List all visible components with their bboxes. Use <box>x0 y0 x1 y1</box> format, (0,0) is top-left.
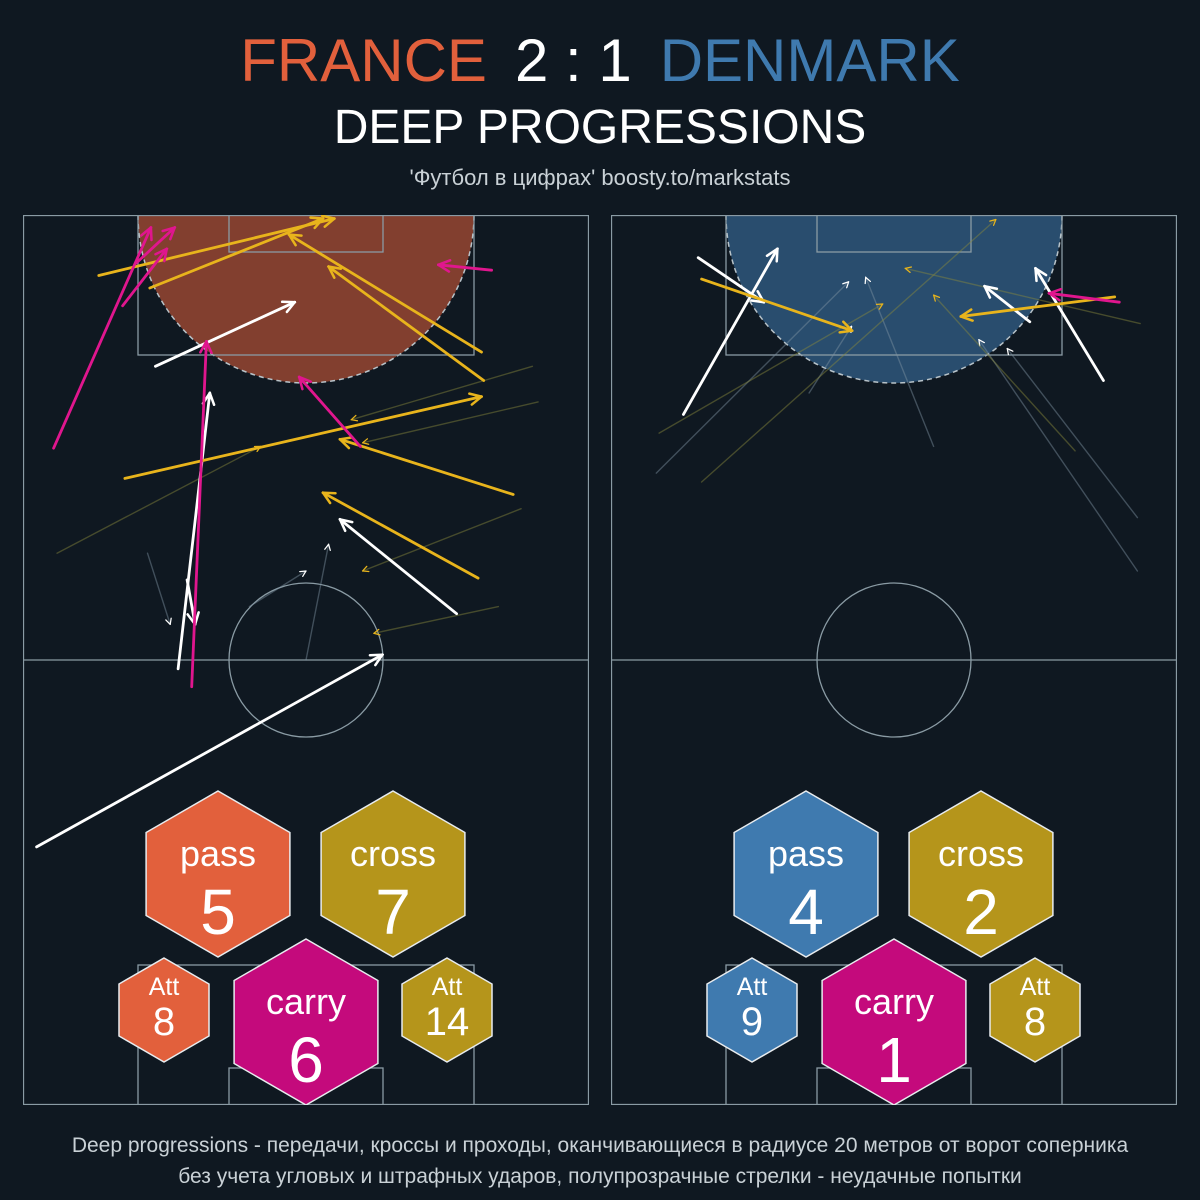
cross-arrow <box>961 295 1117 317</box>
badge-label: Att <box>1020 973 1051 1001</box>
cross-arrow-failed <box>363 401 539 443</box>
pitch-france: pass 5 cross 7 carry 6 Att 8 Att 14 <box>23 215 589 1105</box>
badge-label: carry <box>266 981 346 1022</box>
badge-label: cross <box>350 833 436 874</box>
pass-arrow-failed <box>655 282 848 474</box>
cross-arrow <box>329 267 486 382</box>
pass-arrow-failed <box>146 552 171 624</box>
cross-arrow <box>340 439 515 496</box>
carry-arrow <box>121 249 167 308</box>
pass-arrow-failed <box>248 571 306 608</box>
home-team-name: FRANCE <box>240 27 487 94</box>
pass-arrow <box>682 249 779 416</box>
match-score: 2 : 1 <box>514 27 632 94</box>
badge-label: carry <box>854 981 934 1022</box>
cross-arrow <box>323 491 480 580</box>
away-team-name: DENMARK <box>659 27 960 94</box>
pass-arrow-failed <box>305 544 329 661</box>
hex-shape <box>118 957 210 1063</box>
cross-arrow-failed <box>56 445 261 554</box>
hex-shape <box>233 938 379 1105</box>
badge-value: 1 <box>876 1024 912 1096</box>
hex-shape <box>401 957 493 1063</box>
pass-arrow <box>176 393 210 671</box>
cross-arrow <box>700 277 853 331</box>
badge-label: pass <box>768 833 844 874</box>
badge-value: 8 <box>153 1000 175 1044</box>
twenty-meter-zone <box>725 215 1063 384</box>
hex-shape <box>320 790 466 958</box>
hex-shape <box>821 938 967 1105</box>
pass-arrow <box>985 286 1032 324</box>
badge-label: Att <box>432 973 463 1001</box>
badge-value: 5 <box>200 876 236 948</box>
carry-arrow <box>190 341 207 689</box>
credit-text: 'Футбол в цифрах' boosty.to/markstats <box>409 165 791 190</box>
carry-arrow <box>52 228 151 450</box>
chart-subtitle: DEEP PROGRESSIONS <box>333 101 867 154</box>
badge-value: 2 <box>963 876 999 948</box>
pass-arrow <box>1036 268 1105 382</box>
cross-arrow-failed <box>700 220 996 483</box>
centre-circle <box>816 582 972 738</box>
cross-arrow <box>289 235 483 354</box>
top-penalty-box <box>725 215 1063 356</box>
carry-arrow <box>438 265 494 270</box>
cross-arrow-failed <box>374 605 500 634</box>
hex-shape <box>733 790 879 958</box>
badge-value: 7 <box>375 876 411 948</box>
hex-shape <box>706 957 798 1063</box>
footnote: Deep progressions - передачи, кроссы и п… <box>0 1130 1200 1192</box>
twenty-meter-zone <box>137 215 475 384</box>
cross-arrow-failed <box>934 295 1076 452</box>
pass-arrow <box>153 302 294 368</box>
score-line: FRANCE 2 : 1 DENMARK <box>0 28 1200 94</box>
badge-label: Att <box>737 973 768 1001</box>
top-six-yard-box <box>816 215 972 253</box>
badge-value: 8 <box>1024 1000 1046 1044</box>
carry-arrow <box>1049 293 1121 304</box>
pass-arrow <box>35 653 383 849</box>
cross-arrow <box>97 219 334 277</box>
carry-arrow <box>299 377 362 448</box>
badge-value: 4 <box>788 876 824 948</box>
badge-label: Att <box>149 973 180 1001</box>
hex-shape <box>989 957 1081 1063</box>
cross-arrow <box>123 397 482 480</box>
cross-arrow <box>148 219 323 290</box>
cross-arrow-failed <box>363 508 522 571</box>
pass-arrow-failed <box>979 340 1139 572</box>
pass-arrow-failed <box>1007 349 1139 519</box>
top-six-yard-box <box>228 215 384 253</box>
badge-value: 9 <box>741 1000 763 1044</box>
carry-arrow <box>134 228 175 265</box>
footnote-line-2: без учета угловых и штрафных ударов, пол… <box>178 1165 1022 1188</box>
cross-arrow-failed <box>351 365 534 419</box>
pitch-denmark: pass 4 cross 2 carry 1 Att 9 Att 8 <box>611 215 1177 1105</box>
badge-label: cross <box>938 833 1024 874</box>
badge-label: pass <box>180 833 256 874</box>
footnote-line-1: Deep progressions - передачи, кроссы и п… <box>71 1134 1129 1157</box>
hex-shape <box>145 790 291 958</box>
badge-value: 14 <box>425 1000 470 1044</box>
badge-value: 6 <box>288 1024 324 1096</box>
pass-arrow-failed <box>808 326 852 394</box>
hex-shape <box>908 790 1054 958</box>
cross-arrow-failed <box>905 268 1141 325</box>
pass-arrow <box>340 519 459 616</box>
